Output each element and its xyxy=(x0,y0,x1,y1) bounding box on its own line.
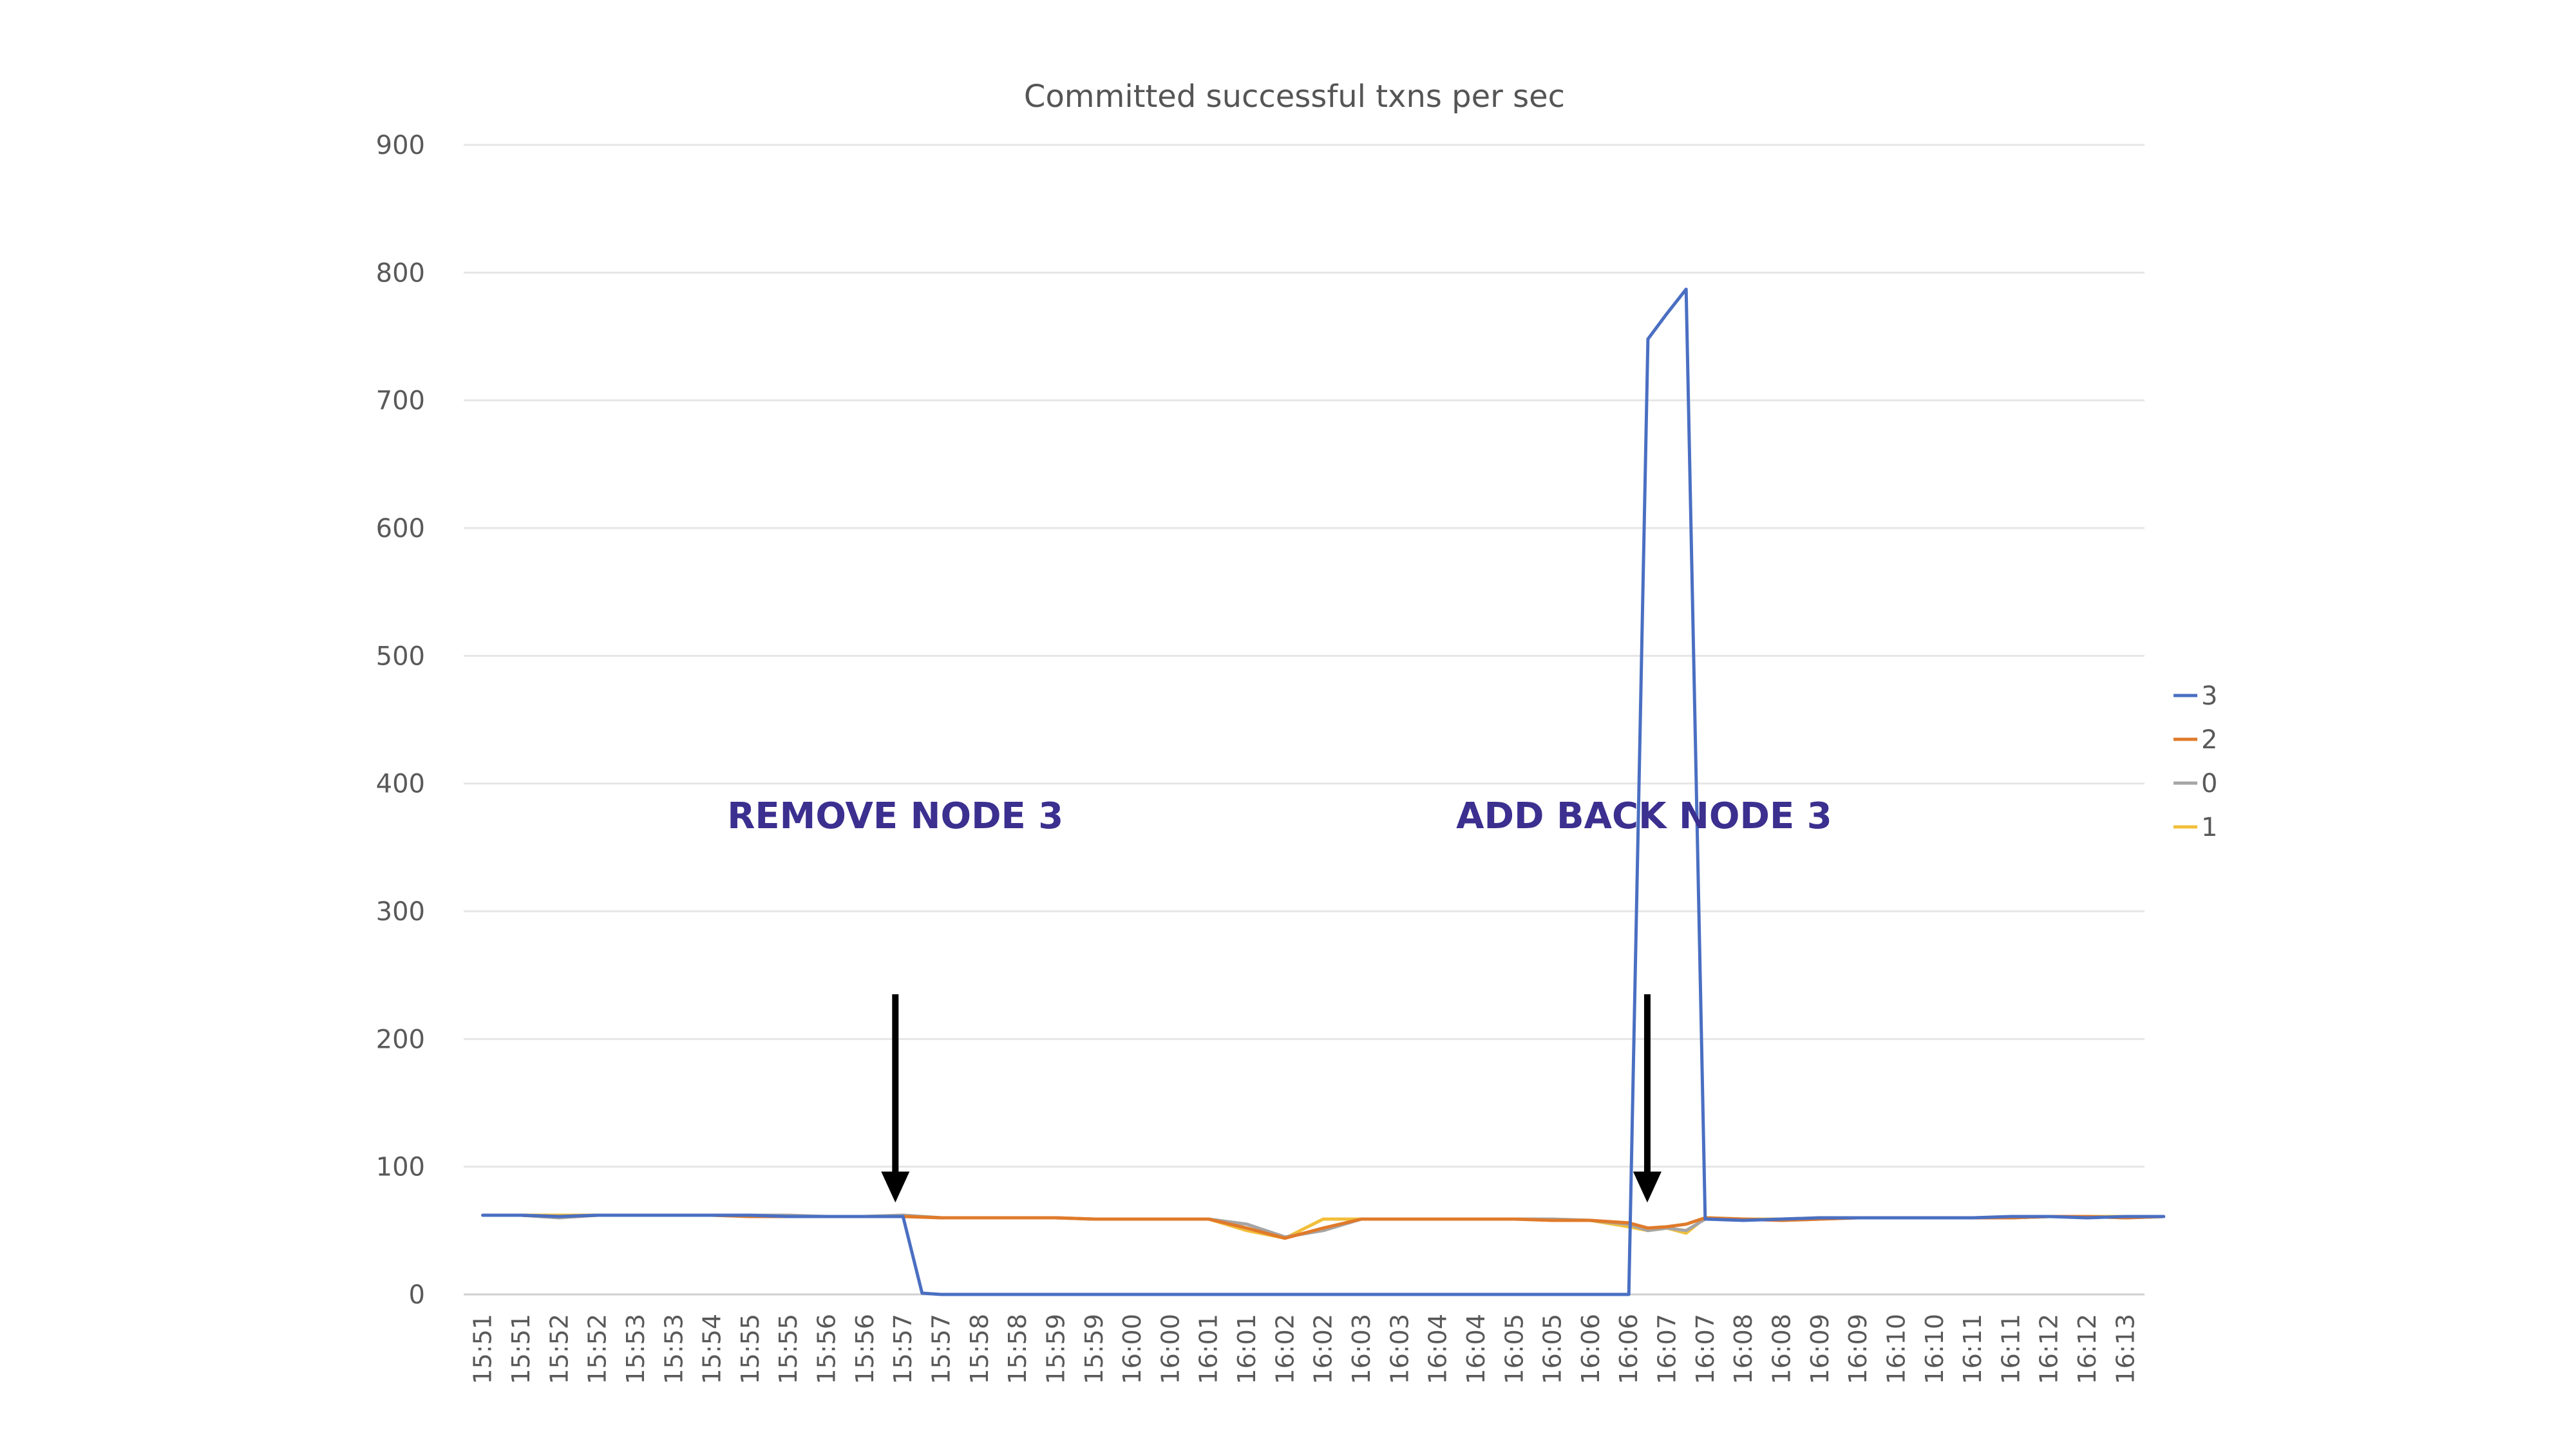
x-tick-label: 16:11 xyxy=(1996,1314,2025,1385)
x-tick-label: 16:05 xyxy=(1539,1314,1567,1385)
x-tick-label: 15:59 xyxy=(1041,1314,1070,1385)
y-tick-label: 700 xyxy=(376,386,425,416)
x-tick-label: 16:00 xyxy=(1156,1314,1184,1385)
x-tick-label: 16:01 xyxy=(1195,1314,1223,1385)
legend-label: 3 xyxy=(2201,681,2217,711)
x-tick-label: 16:04 xyxy=(1462,1314,1490,1385)
annotation-label: ADD BACK NODE 3 xyxy=(1456,795,1832,837)
y-tick-label: 0 xyxy=(409,1280,425,1310)
annotations: REMOVE NODE 3 ADD BACK NODE 3 xyxy=(727,795,1832,1203)
x-axis-ticks: 15:51 15:51 15:52 15:52 15:53 15:53 15:54 15:55… xyxy=(469,1314,2140,1385)
x-tick-label: 15:53 xyxy=(659,1314,688,1385)
y-tick-label: 900 xyxy=(376,131,425,160)
legend-label: 2 xyxy=(2201,725,2217,755)
y-tick-label: 800 xyxy=(376,258,425,288)
x-tick-label: 16:11 xyxy=(1958,1314,1987,1385)
legend-label: 0 xyxy=(2201,769,2217,799)
x-tick-label: 16:08 xyxy=(1767,1314,1795,1385)
x-tick-label: 16:06 xyxy=(1615,1314,1643,1385)
annotation-arrow-head xyxy=(881,1171,910,1203)
x-tick-label: 16:10 xyxy=(1882,1314,1910,1385)
x-tick-label: 15:51 xyxy=(507,1314,535,1385)
y-tick-label: 600 xyxy=(376,514,425,544)
x-tick-label: 15:52 xyxy=(583,1314,612,1385)
x-tick-label: 15:57 xyxy=(889,1314,917,1385)
x-tick-label: 16:10 xyxy=(1920,1314,1949,1385)
y-tick-label: 300 xyxy=(376,897,425,927)
y-tick-label: 100 xyxy=(376,1153,425,1182)
x-tick-label: 15:56 xyxy=(851,1314,879,1385)
x-tick-label: 15:53 xyxy=(621,1314,650,1385)
x-tick-label: 15:54 xyxy=(698,1314,726,1385)
x-tick-label: 16:12 xyxy=(2073,1314,2101,1385)
x-tick-label: 16:13 xyxy=(2111,1314,2139,1385)
x-tick-label: 16:00 xyxy=(1118,1314,1146,1385)
x-tick-label: 16:02 xyxy=(1309,1314,1338,1385)
x-tick-label: 16:02 xyxy=(1271,1314,1299,1385)
annotation-label: REMOVE NODE 3 xyxy=(727,795,1063,837)
x-tick-label: 15:56 xyxy=(813,1314,841,1385)
x-tick-label: 16:01 xyxy=(1233,1314,1261,1385)
y-tick-label: 400 xyxy=(376,770,425,799)
x-tick-label: 15:57 xyxy=(927,1314,955,1385)
x-tick-label: 16:09 xyxy=(1806,1314,1834,1385)
gridlines xyxy=(464,144,2145,1296)
annotation-arrow-head xyxy=(1633,1171,1662,1203)
legend-label: 1 xyxy=(2201,813,2217,842)
x-tick-label: 16:08 xyxy=(1729,1314,1757,1385)
x-tick-label: 15:58 xyxy=(1003,1314,1032,1385)
x-tick-label: 16:09 xyxy=(1844,1314,1872,1385)
chart-title: Committed successful txns per sec xyxy=(1024,79,1565,115)
x-tick-label: 15:52 xyxy=(545,1314,573,1385)
x-tick-label: 16:07 xyxy=(1691,1314,1719,1385)
x-tick-label: 16:06 xyxy=(1577,1314,1605,1385)
y-tick-label: 500 xyxy=(376,641,425,671)
y-axis-ticks: 0 100 200 300 400 500 600 700 800 900 xyxy=(376,131,425,1310)
x-tick-label: 16:12 xyxy=(2035,1314,2063,1385)
x-tick-label: 16:07 xyxy=(1653,1314,1681,1385)
x-tick-label: 15:58 xyxy=(965,1314,994,1385)
legend: 3 2 0 1 xyxy=(2174,681,2217,842)
x-tick-label: 15:55 xyxy=(774,1314,802,1385)
series-line-3 xyxy=(481,287,2166,1296)
x-tick-label: 16:03 xyxy=(1385,1314,1414,1385)
y-tick-label: 200 xyxy=(376,1025,425,1054)
x-tick-label: 15:59 xyxy=(1080,1314,1108,1385)
series-lines xyxy=(481,287,2166,1296)
x-tick-label: 16:03 xyxy=(1347,1314,1376,1385)
x-tick-label: 16:05 xyxy=(1500,1314,1528,1385)
x-tick-label: 16:04 xyxy=(1424,1314,1452,1385)
x-tick-label: 15:51 xyxy=(469,1314,497,1385)
x-tick-label: 15:55 xyxy=(736,1314,764,1385)
